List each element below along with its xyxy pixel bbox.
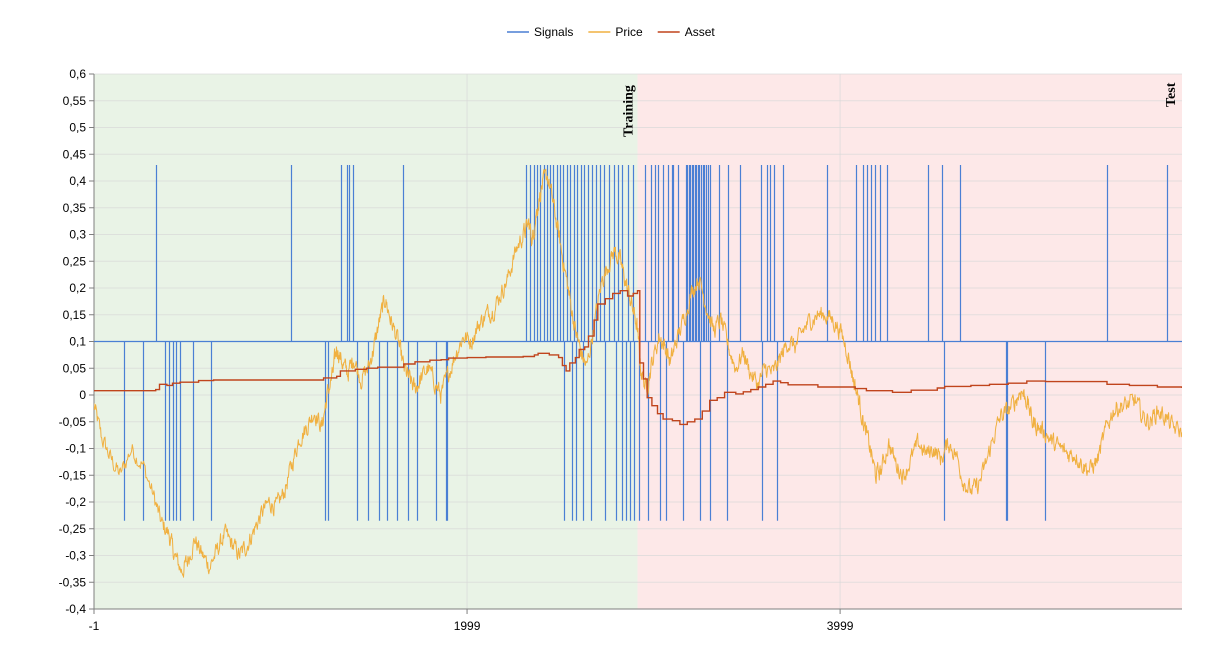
region-labels: Training Test [622, 82, 1179, 137]
y-tick-label: 0,05 [63, 361, 87, 375]
y-tick-label: 0 [79, 388, 86, 402]
legend: Signals Price Asset [507, 25, 715, 39]
y-tick-label: 0,4 [69, 174, 86, 188]
x-tick-label: 1999 [454, 619, 481, 633]
y-tick-label: 0,2 [69, 281, 86, 295]
series-signals [94, 164, 1182, 521]
y-tick-label: -0,35 [59, 575, 87, 589]
y-tick-label: 0,1 [69, 335, 86, 349]
y-tick-label: 0,55 [63, 94, 87, 108]
y-tick-label: -0,3 [65, 549, 86, 563]
y-tick-label: -0,4 [65, 602, 86, 616]
y-tick-label: 0,45 [63, 147, 87, 161]
y-tick-label: 0,25 [63, 254, 87, 268]
region-label-training: Training [622, 85, 637, 137]
legend-item-signals: Signals [507, 25, 573, 39]
y-tick-label: -0,1 [65, 442, 86, 456]
legend-item-asset: Asset [657, 25, 716, 39]
series-layer [94, 164, 1182, 578]
gridlines [94, 73, 1182, 610]
legend-label: Price [615, 25, 643, 39]
legend-item-price: Price [588, 25, 643, 39]
legend-label: Asset [685, 25, 716, 39]
y-tick-label: -0,15 [59, 468, 87, 482]
region-label-test: Test [1164, 82, 1179, 107]
y-tick-label: -0,25 [59, 522, 87, 536]
series-asset [94, 290, 1182, 426]
y-tick-label: -0,05 [59, 415, 87, 429]
axes: 0,6 0,55 0,5 0,45 0,4 0,35 0,3 0,25 0,2 0,15 0,1 0,… [59, 67, 1182, 633]
y-tick-label: 0,15 [63, 308, 87, 322]
y-tick-label: 0,6 [69, 67, 86, 81]
y-tick-label: -0,2 [65, 495, 86, 509]
y-tick-label: 0,3 [69, 228, 86, 242]
legend-label: Signals [534, 25, 573, 39]
series-price [94, 168, 1182, 578]
y-tick-label: 0,5 [69, 121, 86, 135]
x-tick-label: 3999 [827, 619, 854, 633]
y-tick-label: 0,35 [63, 201, 87, 215]
x-tick-label: -1 [89, 619, 100, 633]
